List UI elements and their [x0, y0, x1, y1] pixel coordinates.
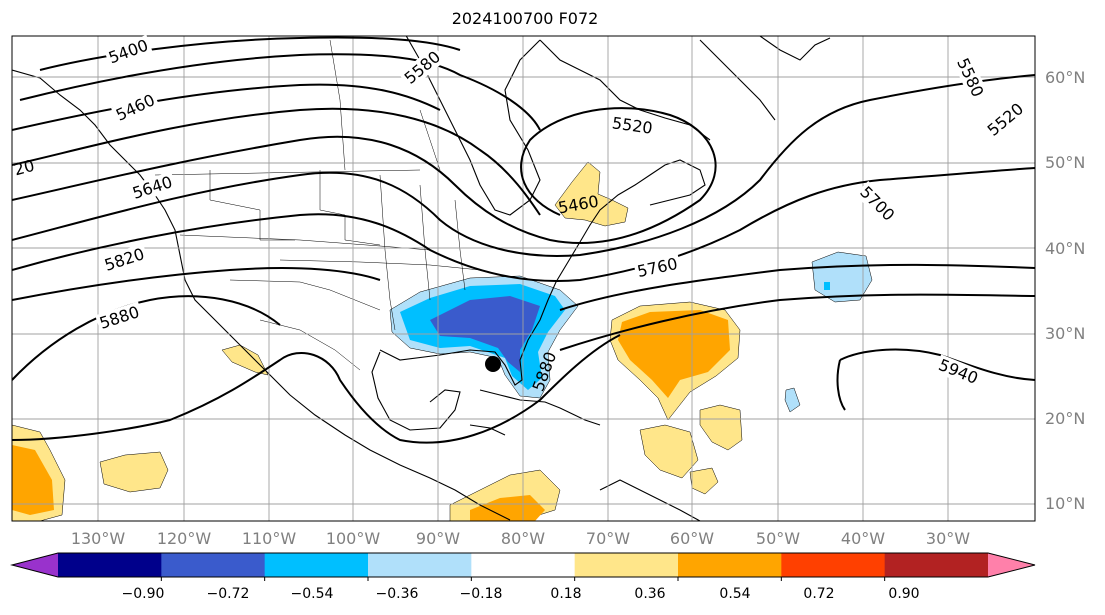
- height-contours: [12, 36, 1035, 444]
- positive-anomaly-canada: [554, 161, 629, 227]
- colorbar-tick: 0.36: [634, 586, 666, 602]
- lon-label: 50°W: [755, 529, 801, 548]
- colorbar-tick: −0.54: [290, 586, 334, 602]
- positive-anomaly-sw-orange: [12, 445, 54, 515]
- colorbar-tick: 0.90: [888, 586, 920, 602]
- borders: [154, 39, 481, 371]
- lon-label: 30°W: [925, 529, 971, 548]
- colorbar-tick: −0.18: [459, 586, 503, 602]
- map-frame: [11, 35, 1036, 522]
- lon-label: 40°W: [840, 529, 886, 548]
- colorbar-tick: −0.90: [121, 586, 165, 602]
- colorbar-tick: 0.54: [719, 586, 751, 602]
- lat-label: 30°N: [1045, 324, 1086, 343]
- lat-label: 50°N: [1045, 153, 1086, 172]
- colorbar-tick: 0.72: [803, 586, 835, 602]
- colorbar-tick: −0.72: [206, 586, 250, 602]
- lon-label: 70°W: [585, 529, 631, 548]
- lat-label: 40°N: [1045, 239, 1086, 258]
- lon-label: 100°W: [325, 529, 381, 548]
- lat-label: 10°N: [1045, 494, 1086, 513]
- positive-anomaly-caribbean3: [689, 467, 719, 495]
- lon-label: 130°W: [70, 529, 126, 548]
- positive-anomaly-caribbean: [699, 404, 743, 451]
- colorbar-tick: −0.36: [375, 586, 419, 602]
- positive-anomaly-pacific: [99, 451, 169, 493]
- lat-label: 20°N: [1045, 409, 1086, 428]
- positive-anomaly-atlantic-orange: [618, 310, 730, 398]
- anomaly-fills: [12, 161, 873, 521]
- map-title: 2024100700 F072: [451, 9, 599, 28]
- lon-label: 90°W: [415, 529, 461, 548]
- colorbar-tick: 0.18: [550, 586, 582, 602]
- negative-anomaly-atlantic-small: [784, 387, 801, 413]
- positive-anomaly-caribbean2: [639, 424, 699, 479]
- lat-label: 60°N: [1045, 68, 1086, 87]
- positive-anomaly-central-america-orange: [470, 495, 545, 521]
- storm-center-marker: [485, 356, 501, 372]
- lon-label: 110°W: [241, 529, 297, 548]
- lon-label: 80°W: [500, 529, 546, 548]
- lon-label: 120°W: [156, 529, 212, 548]
- lon-label: 60°W: [669, 529, 715, 548]
